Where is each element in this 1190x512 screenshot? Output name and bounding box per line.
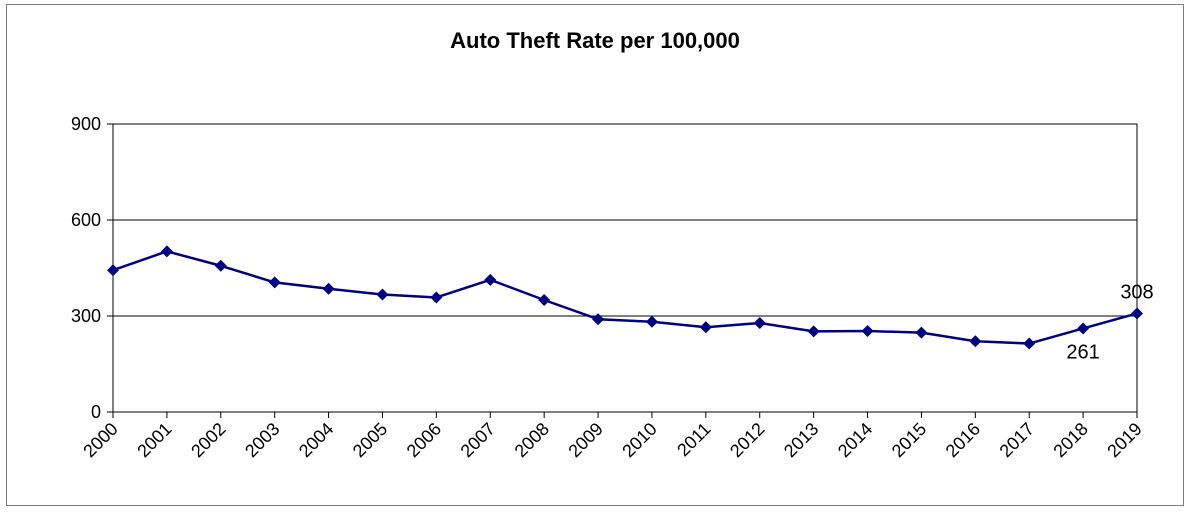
x-tick-label: 2009 bbox=[564, 419, 606, 461]
x-tick-label: 2008 bbox=[511, 419, 553, 461]
data-point-2018 bbox=[1077, 322, 1090, 335]
data-point-2004 bbox=[322, 282, 335, 295]
data-point-2017 bbox=[1023, 337, 1036, 350]
x-tick-label: 2011 bbox=[673, 419, 715, 461]
x-tick-label: 2013 bbox=[780, 419, 822, 461]
data-point-2008 bbox=[538, 294, 551, 306]
x-tick-label: 2014 bbox=[834, 419, 876, 461]
data-point-2013 bbox=[807, 325, 820, 338]
series-auto-theft bbox=[107, 245, 1143, 350]
plot-area bbox=[112, 123, 1138, 413]
data-point-2011 bbox=[699, 321, 712, 334]
data-point-2007 bbox=[484, 273, 497, 286]
x-tick-label: 2004 bbox=[295, 419, 337, 461]
data-label-2018: 261 bbox=[1066, 341, 1099, 363]
gridlines bbox=[113, 123, 1137, 317]
y-tick-label: 300 bbox=[71, 306, 101, 326]
x-tick-label: 2002 bbox=[187, 419, 229, 461]
data-point-2009 bbox=[592, 313, 605, 326]
x-tick-label: 2007 bbox=[457, 419, 499, 461]
data-point-2014 bbox=[861, 325, 874, 338]
data-point-2005 bbox=[376, 288, 389, 301]
x-tick-label: 2017 bbox=[996, 419, 1038, 461]
x-tick-label: 2000 bbox=[79, 419, 121, 461]
x-tick-label: 2012 bbox=[726, 419, 768, 461]
data-point-2001 bbox=[160, 245, 173, 258]
x-tick-label: 2006 bbox=[403, 419, 445, 461]
data-point-2000 bbox=[107, 264, 119, 277]
data-point-2016 bbox=[969, 335, 982, 348]
x-tick-label: 2019 bbox=[1103, 419, 1145, 461]
x-tick-label: 2001 bbox=[133, 419, 175, 461]
data-point-2006 bbox=[430, 291, 443, 304]
x-tick-label: 2015 bbox=[888, 419, 930, 461]
data-point-2003 bbox=[268, 276, 281, 289]
x-tick-label: 2018 bbox=[1049, 419, 1091, 461]
x-tick-label: 2016 bbox=[942, 419, 984, 461]
data-point-2012 bbox=[753, 317, 766, 330]
series-line bbox=[112, 250, 1138, 345]
labels: 261 308 bbox=[1066, 281, 1153, 363]
y-tick-label: 0 bbox=[91, 402, 101, 422]
x-tick-label: 2005 bbox=[349, 419, 391, 461]
data-point-2019 bbox=[1131, 307, 1143, 320]
x-tick-label: 2003 bbox=[241, 419, 283, 461]
data-point-2010 bbox=[645, 315, 658, 328]
chart-title: Auto Theft Rate per 100,000 bbox=[450, 28, 740, 53]
y-tick-label: 600 bbox=[71, 210, 101, 230]
y-tick-label: 900 bbox=[71, 114, 101, 134]
x-tick-label: 2010 bbox=[618, 419, 660, 461]
data-label-2019: 308 bbox=[1120, 281, 1153, 303]
data-point-2015 bbox=[915, 326, 928, 339]
data-point-2002 bbox=[214, 259, 227, 272]
